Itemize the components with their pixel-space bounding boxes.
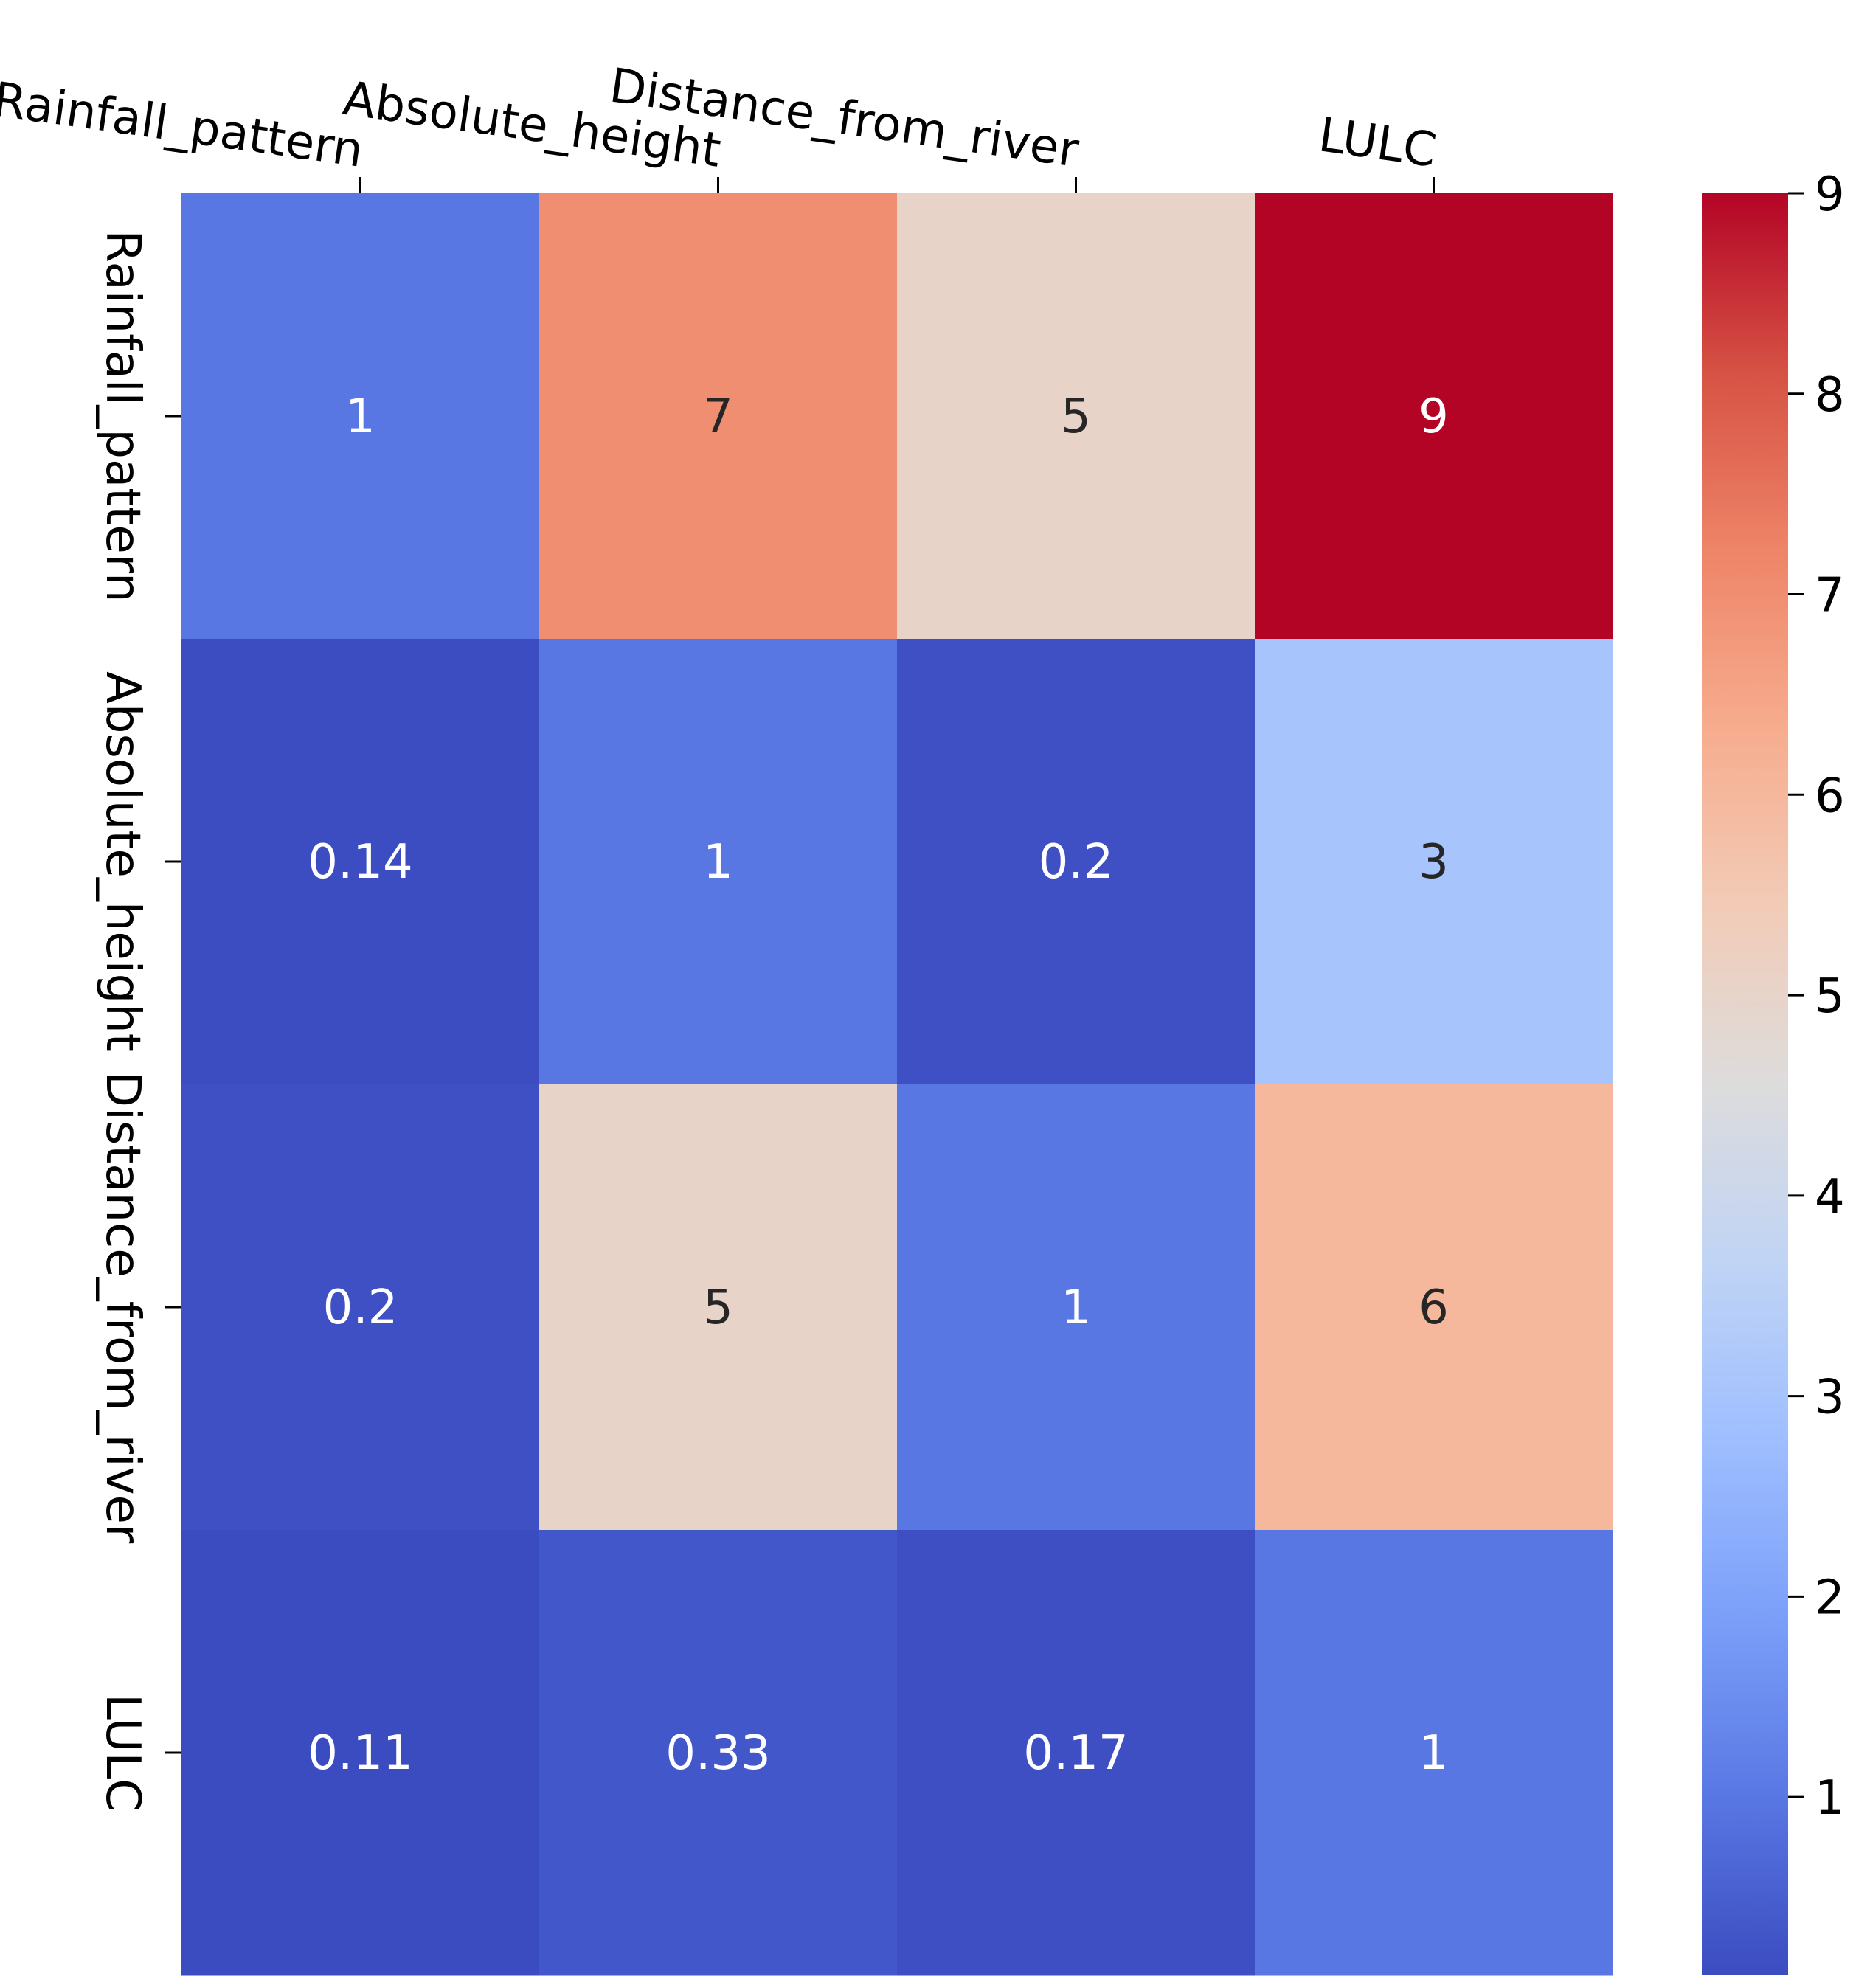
cell-value-label: 1 — [1061, 1281, 1091, 1335]
heatmap-cell-r2-c3 — [1255, 1084, 1613, 1531]
heatmap-cell-r2-c2 — [897, 1084, 1256, 1531]
cell-value-label: 1 — [345, 389, 375, 444]
cell-value-label: 0.2 — [323, 1281, 398, 1335]
cell-value-label: 6 — [1419, 1281, 1449, 1335]
cell-value-label: 1 — [703, 835, 733, 890]
colorbar-tick-label: 9 — [1815, 167, 1845, 222]
colorbar-tick-label: 2 — [1815, 1570, 1845, 1625]
x-tick-label: Rainfall_pattern — [0, 72, 367, 179]
colorbar-tick-label: 7 — [1815, 569, 1845, 623]
y-tick-label: Rainfall_pattern — [95, 229, 150, 602]
cell-value-label: 7 — [703, 389, 733, 444]
heatmap-cell-r1-c1 — [539, 639, 898, 1085]
colorbar-tick-label: 4 — [1815, 1170, 1845, 1225]
column-labels: Rainfall_patternAbsolute_heightDistance_… — [0, 58, 1440, 193]
cell-value-label: 5 — [703, 1281, 733, 1335]
colorbar-tick-label: 5 — [1815, 969, 1845, 1024]
heatmap-cell-r0-c2 — [897, 193, 1256, 640]
y-tick-label: Distance_from_river — [95, 1071, 150, 1544]
colorbar-tick-label: 6 — [1815, 769, 1845, 823]
heatmap-cell-r3-c2 — [897, 1530, 1256, 1976]
cell-value-label: 5 — [1061, 389, 1091, 444]
heatmap-cell-r1-c3 — [1255, 639, 1613, 1085]
heatmap-cell-r3-c0 — [181, 1530, 540, 1976]
cell-value-label: 0.14 — [308, 835, 413, 890]
heatmap-cells: 1 7 5 9 0.14 1 0.2 3 0.2 5 1 6 0.11 0.33 0.17 1 — [181, 193, 1613, 1976]
colorbar: 1 2 3 4 5 6 7 8 9 — [1702, 167, 1845, 1975]
heatmap-cell-r2-c1 — [539, 1084, 898, 1531]
y-tick-label: LULC — [95, 1694, 150, 1812]
cell-value-label: 0.33 — [665, 1726, 771, 1781]
row-labels: Rainfall_pattern Absolute_height Distance_… — [95, 229, 181, 1812]
cell-value-label: 1 — [1419, 1726, 1449, 1781]
heatmap-cell-r1-c0 — [181, 639, 540, 1085]
cell-value-label: 9 — [1419, 389, 1449, 444]
colorbar-tick-label: 3 — [1815, 1371, 1845, 1425]
heatmap-cell-r1-c2 — [897, 639, 1256, 1085]
heatmap-cell-r3-c1 — [539, 1530, 898, 1976]
colorbar-tick-label: 1 — [1815, 1771, 1845, 1826]
heatmap-cell-r0-c1 — [539, 193, 898, 640]
x-tick-label: LULC — [1315, 108, 1439, 178]
cell-value-label: 0.17 — [1023, 1726, 1129, 1781]
cell-value-label: 0.11 — [308, 1726, 413, 1781]
cell-value-label: 0.2 — [1039, 835, 1114, 890]
y-tick-label: Absolute_height — [95, 671, 150, 1052]
heatmap-cell-r2-c0 — [181, 1084, 540, 1531]
heatmap-cell-r0-c0 — [181, 193, 540, 640]
heatmap-cell-r0-c3 — [1255, 193, 1613, 640]
heatmap-cell-r3-c3 — [1255, 1530, 1613, 1976]
colorbar-gradient — [1702, 193, 1788, 1975]
cell-value-label: 3 — [1419, 835, 1449, 890]
colorbar-tick-label: 8 — [1815, 368, 1845, 423]
